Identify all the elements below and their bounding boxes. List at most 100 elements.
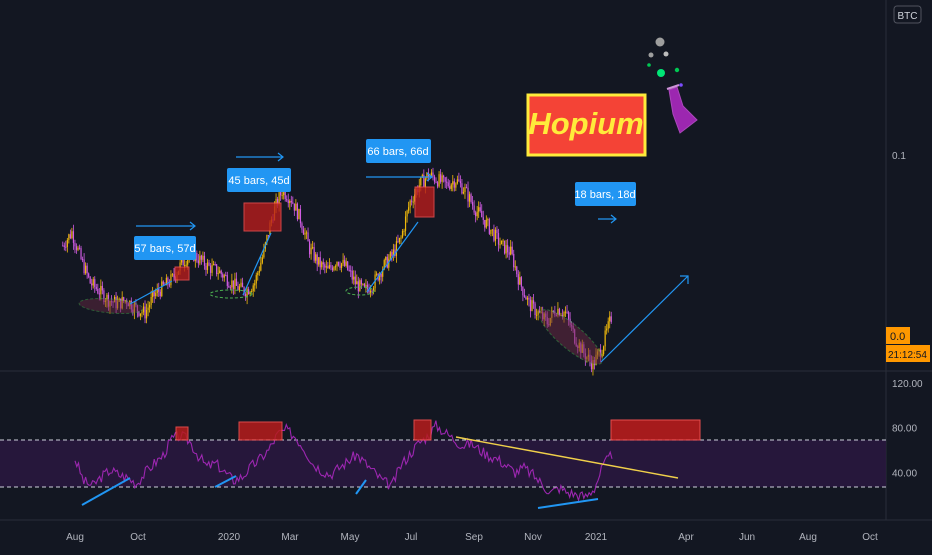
candle-body [519,277,521,285]
candle-body [342,259,344,264]
candle-body [123,297,125,302]
candle-body [497,233,500,245]
candle-body [135,303,137,306]
candle-body [267,235,270,237]
candle-body [234,278,236,289]
price-ticks: 0.1 [892,151,906,162]
candle-body [491,229,494,231]
arrow-head-icon [680,275,689,284]
candle-body [322,262,324,265]
candle-body [525,296,527,300]
time-tick-label: Jul [405,532,418,543]
candle-body [316,254,318,265]
sell-zone-box [174,266,190,281]
candle-body [203,255,206,266]
rsi-trend-line [214,475,237,488]
candle-body [462,192,465,194]
candle-body [208,262,210,266]
measure-label[interactable]: 57 bars, 57d [134,236,196,260]
measure-label[interactable]: 18 bars, 18d [574,182,636,206]
candle-body [75,246,78,250]
candle-body [371,290,373,292]
candle-body [363,283,366,287]
candle-body [295,203,297,211]
candle-body [359,280,361,292]
candle-body [63,245,65,247]
candle-body [452,181,454,185]
candle-body [344,259,346,266]
candle-body [408,207,410,211]
candle-body [257,272,259,276]
candle-body [350,270,352,272]
candle-body [366,284,369,289]
candle-body [68,234,70,240]
candle-body [91,283,93,286]
rsi-layer [74,420,613,503]
candle-body [153,291,155,297]
candle-body [456,179,458,184]
candle-body [488,219,490,234]
candle-body [104,300,107,303]
measure-label[interactable]: 66 bars, 66d [366,139,431,163]
candle-body [280,192,282,196]
candle-body [473,205,475,213]
candle-body [80,248,82,260]
candle-body [395,241,398,256]
candle-body [252,285,254,292]
candle-body [516,266,518,275]
rsi-trend-line [355,479,367,495]
candle-body [345,261,347,266]
candle-body [461,183,463,194]
candle-body [357,281,359,292]
candle-body [185,264,187,266]
candle-body [281,195,283,197]
sell-zone-box [243,202,282,232]
rsi-zone-box [413,419,432,441]
candle-body [438,174,440,187]
time-axis[interactable]: Aug Oct 2020 Mar May Jul Sep Nov 2021 Apr Jun Aug Oc… [66,532,878,543]
candle-body [197,260,199,264]
candle-body [69,234,71,239]
candle-body [142,306,145,313]
candle-body [404,216,407,231]
candle-body [222,274,224,278]
candle-body [447,182,449,187]
candle-body [161,281,163,297]
candle-body [607,321,609,329]
candle-body [289,200,291,204]
candle-body [606,328,608,331]
candle-body [258,270,260,273]
candle-body [241,282,244,288]
candle-body [132,309,134,313]
candle-body [307,232,309,242]
candle-body [170,274,172,286]
candle-body [124,300,126,302]
candle-body [83,259,85,274]
candle-body [537,311,539,315]
candle-body [333,267,335,271]
candle-body [383,260,385,270]
candle-body [228,285,230,288]
candle-body [95,286,97,289]
candle-body [287,200,289,204]
candle-body [78,247,81,249]
candle-body [459,181,462,184]
measure-label[interactable]: 45 bars, 45d [227,168,291,192]
candle-body [470,194,472,203]
measure-arrow [236,152,284,162]
accumulation-ellipse [538,309,604,365]
candle-body [156,288,158,294]
candle-body [478,207,480,212]
symbol-badge[interactable]: BTC [893,5,922,24]
measure-label-text: 66 bars, 66d [367,146,428,158]
candle-body [337,261,340,266]
candle-body [446,181,448,183]
candle-body [510,246,512,255]
candle-body [220,270,222,275]
time-tick-label: May [341,532,360,543]
candle-body [126,300,128,304]
candle-body [557,308,559,316]
candle-body [235,278,238,286]
candle-body [302,229,305,235]
